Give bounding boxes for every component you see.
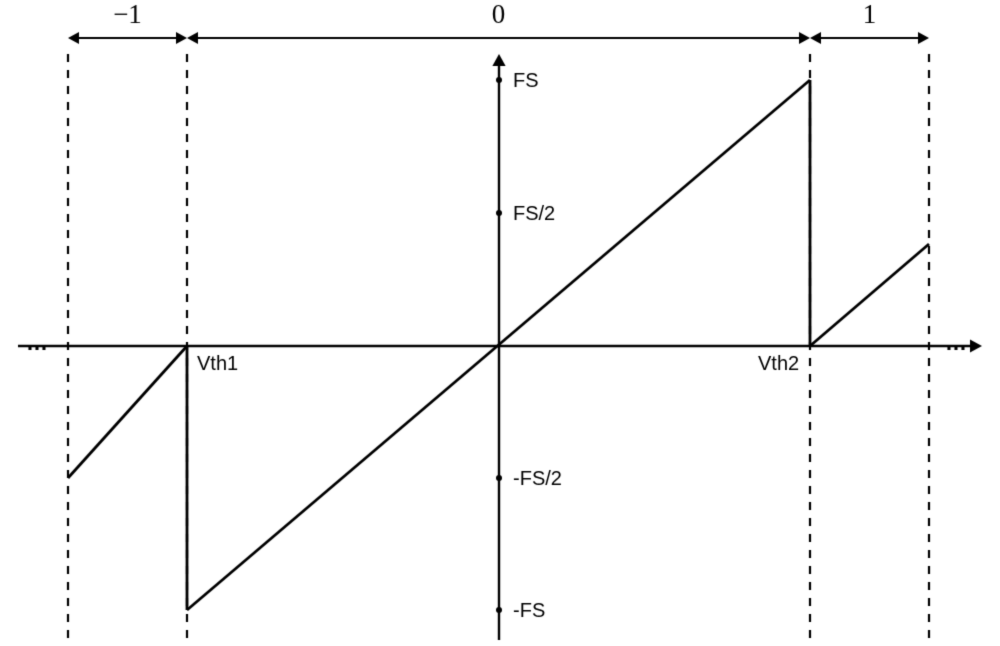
transfer-function-diagram — [0, 0, 1000, 646]
